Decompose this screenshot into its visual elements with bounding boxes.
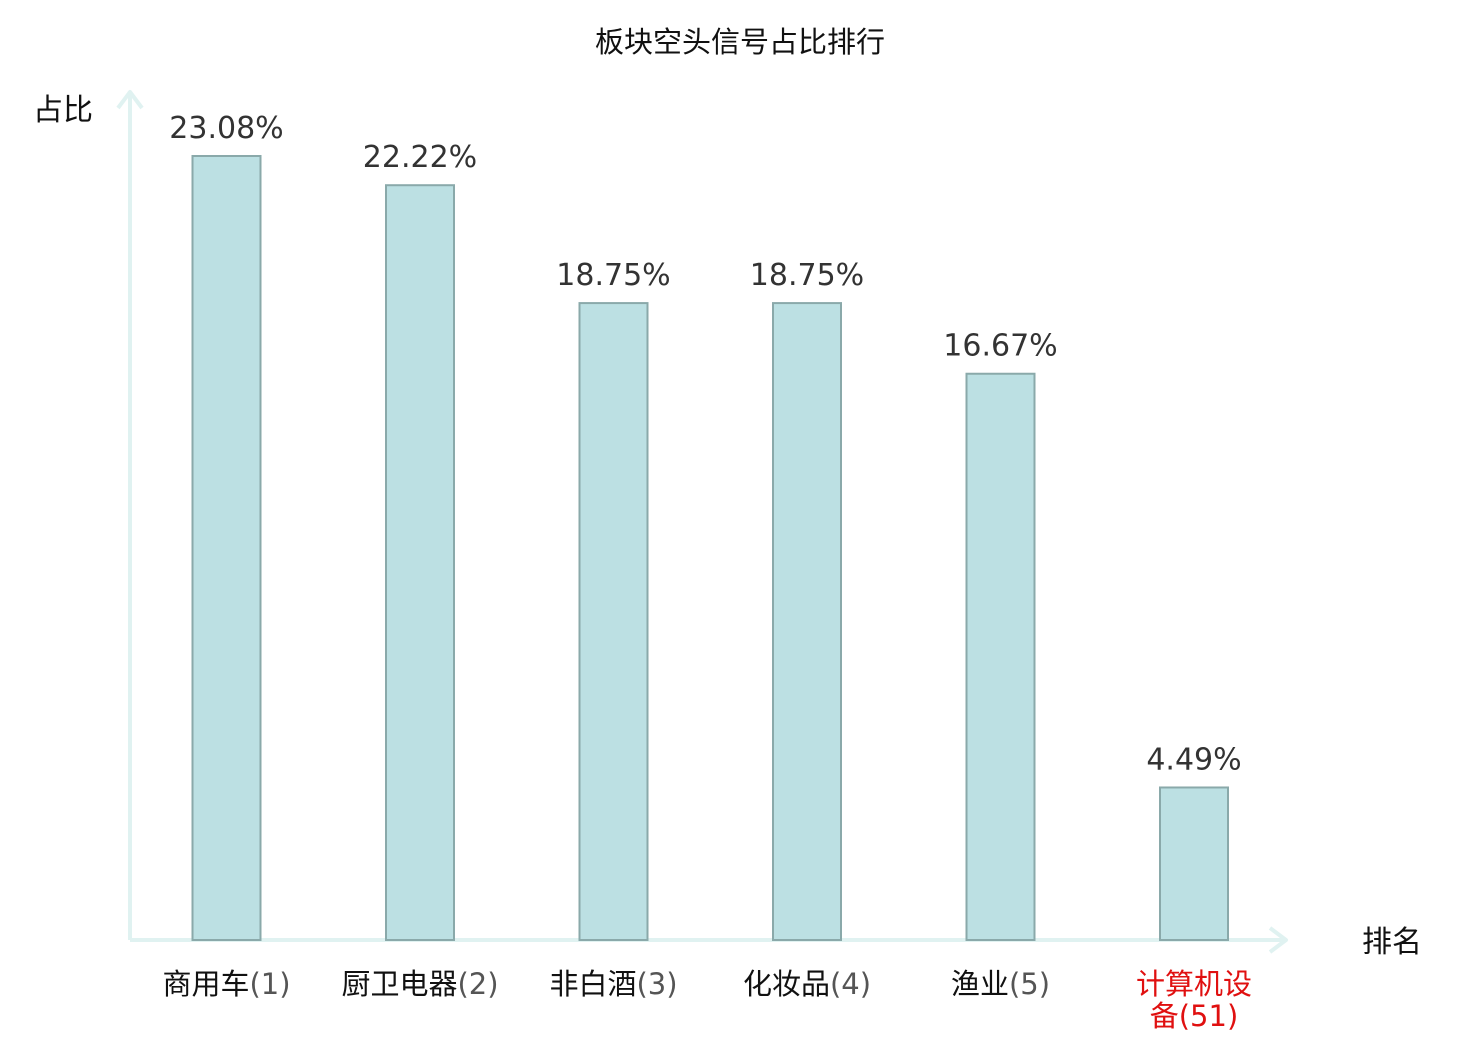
bar bbox=[772, 302, 842, 942]
bar-value-label: 22.22% bbox=[363, 140, 477, 175]
y-axis-arrow-icon bbox=[116, 90, 144, 110]
value-labels-group: 23.08% 22.22% 18.75% 18.75% 16.67% 4.49% bbox=[169, 111, 1241, 777]
category-rank: (3) bbox=[636, 967, 677, 1001]
category-label: 厨卫电器(2) bbox=[341, 967, 498, 1001]
category-name: 化妆品 bbox=[743, 967, 830, 1001]
category-name: 商用车 bbox=[162, 967, 249, 1001]
category-label: 渔业(5) bbox=[951, 967, 1050, 1001]
category-label: 非白酒(3) bbox=[549, 967, 677, 1001]
bar bbox=[578, 302, 649, 942]
category-name: 渔业 bbox=[951, 967, 1009, 1001]
bar-value-label: 23.08% bbox=[169, 111, 283, 146]
bar-value-label: 18.75% bbox=[750, 258, 864, 293]
bar bbox=[191, 155, 262, 941]
category-label: 商用车(1) bbox=[162, 967, 290, 1001]
category-rank: (1) bbox=[249, 967, 290, 1001]
category-name: 非白酒 bbox=[549, 967, 636, 1001]
category-labels-group: 商用车(1) 厨卫电器(2) 非白酒(3) 化妆品(4) 渔业(5) 计算机设备(51) bbox=[162, 967, 1252, 1033]
x-axis-arrow-icon bbox=[1268, 926, 1288, 954]
category-name: 计算机设 bbox=[1136, 967, 1252, 1001]
category-rank: (2) bbox=[457, 967, 498, 1001]
category-rank: (51) bbox=[1179, 999, 1239, 1033]
category-rank: (4) bbox=[830, 967, 871, 1001]
bar bbox=[385, 184, 455, 941]
x-axis-label: 排名 bbox=[1362, 925, 1422, 960]
category-name-continued: 备 bbox=[1150, 999, 1179, 1033]
bar-value-label: 16.67% bbox=[943, 329, 1057, 364]
bar bbox=[965, 372, 1036, 941]
bars-group bbox=[191, 155, 1229, 942]
y-axis bbox=[116, 90, 144, 940]
bar-value-label: 4.49% bbox=[1146, 742, 1241, 777]
category-name: 厨卫电器 bbox=[341, 967, 457, 1001]
bar-value-label: 18.75% bbox=[556, 258, 670, 293]
x-axis bbox=[130, 926, 1288, 954]
category-rank: (5) bbox=[1009, 967, 1050, 1001]
bar bbox=[1159, 786, 1229, 941]
chart-title: 板块空头信号占比排行 bbox=[595, 25, 885, 59]
category-label: 计算机设备(51) bbox=[1136, 967, 1252, 1033]
y-axis-label: 占比 bbox=[33, 93, 93, 128]
category-label: 化妆品(4) bbox=[743, 967, 871, 1001]
